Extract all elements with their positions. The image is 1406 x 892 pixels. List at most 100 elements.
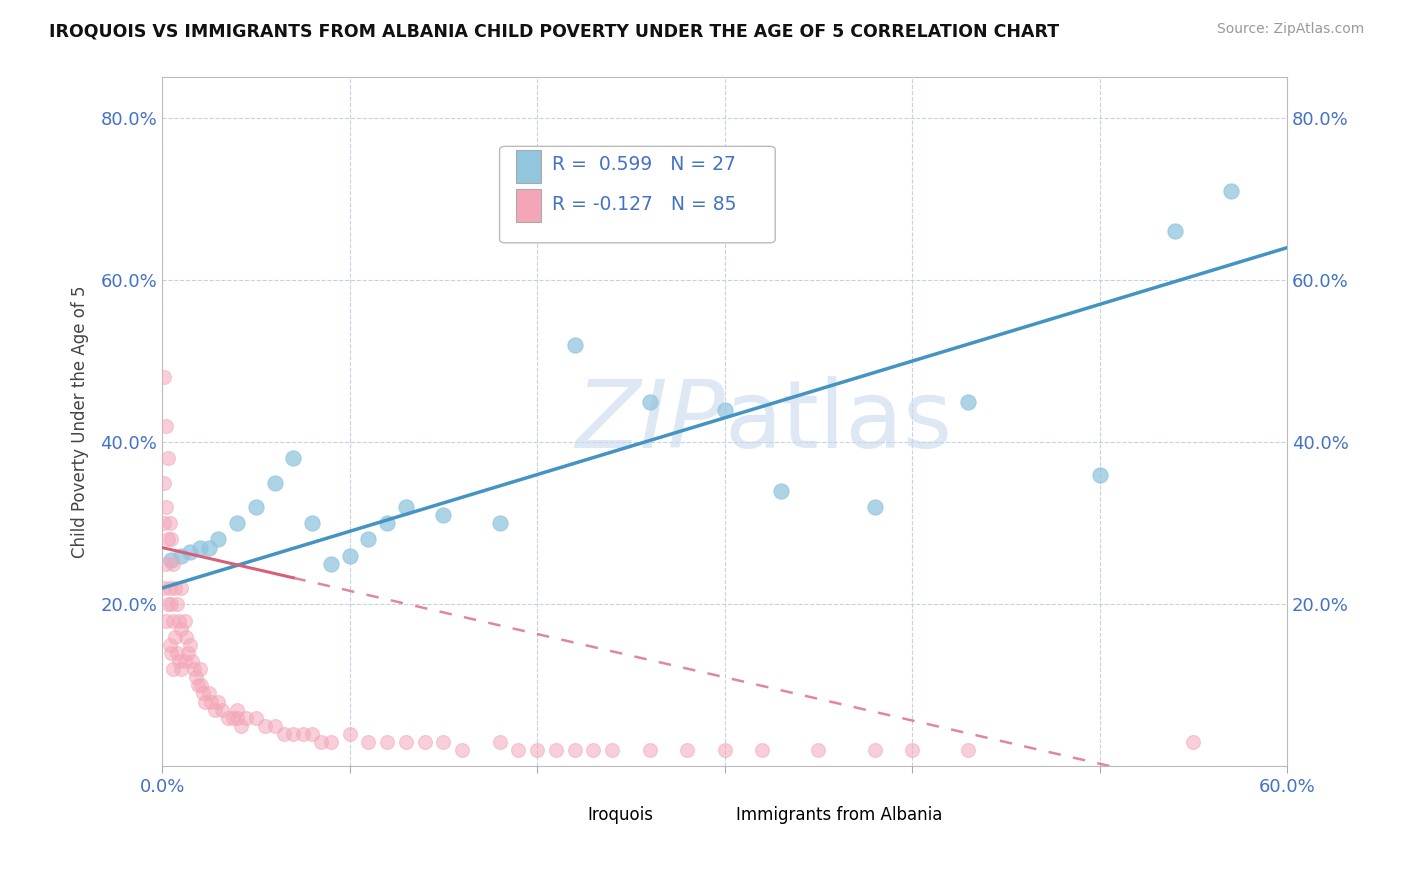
FancyBboxPatch shape <box>561 805 582 825</box>
Point <box>283 727 305 741</box>
Point <box>301 516 323 531</box>
Point <box>188 662 211 676</box>
Point <box>153 370 176 384</box>
Point <box>177 646 200 660</box>
Point <box>451 743 474 757</box>
Point <box>319 735 342 749</box>
Point <box>807 743 830 757</box>
FancyBboxPatch shape <box>516 150 541 183</box>
Point <box>375 735 398 749</box>
Point <box>181 654 204 668</box>
Point <box>263 719 285 733</box>
Point <box>273 727 295 741</box>
Point <box>751 743 773 757</box>
Point <box>311 735 333 749</box>
Point <box>162 662 184 676</box>
Point <box>582 743 605 757</box>
FancyBboxPatch shape <box>516 189 541 222</box>
Point <box>357 735 380 749</box>
Point <box>153 475 176 490</box>
Point <box>375 516 398 531</box>
Point <box>173 654 195 668</box>
Point <box>713 402 735 417</box>
Text: atlas: atlas <box>724 376 953 468</box>
Point <box>863 500 886 514</box>
Text: ZIP: ZIP <box>575 376 724 467</box>
Point <box>901 743 924 757</box>
Point <box>291 727 314 741</box>
Point <box>155 614 177 628</box>
Point <box>170 662 193 676</box>
Point <box>226 711 249 725</box>
Point <box>638 743 661 757</box>
Y-axis label: Child Poverty Under the Age of 5: Child Poverty Under the Age of 5 <box>72 285 89 558</box>
Point <box>160 533 183 547</box>
Point <box>600 743 623 757</box>
Point <box>193 686 215 700</box>
Point <box>204 703 226 717</box>
Point <box>173 614 195 628</box>
Point <box>155 500 177 514</box>
Point <box>395 735 418 749</box>
Point <box>245 711 267 725</box>
Point <box>183 662 205 676</box>
Point <box>1163 224 1185 238</box>
Point <box>156 597 179 611</box>
Point <box>153 516 176 531</box>
Point <box>159 516 181 531</box>
Point <box>638 394 661 409</box>
Point <box>488 735 510 749</box>
Point <box>1088 467 1111 482</box>
Point <box>207 694 229 708</box>
Text: R =  0.599   N = 27: R = 0.599 N = 27 <box>553 155 737 175</box>
Point <box>166 646 188 660</box>
Point <box>564 338 586 352</box>
Point <box>159 638 181 652</box>
Point <box>170 581 193 595</box>
Point <box>222 711 245 725</box>
Point <box>211 703 233 717</box>
Point <box>156 451 179 466</box>
Point <box>676 743 699 757</box>
Point <box>167 614 190 628</box>
Point <box>526 743 548 757</box>
Point <box>229 719 252 733</box>
FancyBboxPatch shape <box>711 805 731 825</box>
Point <box>226 516 249 531</box>
Point <box>167 654 190 668</box>
Point <box>488 516 510 531</box>
Point <box>283 451 305 466</box>
Point <box>235 711 257 725</box>
Point <box>166 597 188 611</box>
Point <box>165 581 187 595</box>
Point <box>162 557 184 571</box>
Point <box>1182 735 1205 749</box>
Point <box>713 743 735 757</box>
Point <box>1219 184 1241 198</box>
Point <box>170 549 193 563</box>
Point <box>357 533 380 547</box>
Point <box>200 694 222 708</box>
Point <box>198 541 221 555</box>
Point <box>188 541 211 555</box>
Text: Iroquois: Iroquois <box>588 805 654 823</box>
Point <box>179 638 201 652</box>
Point <box>160 597 183 611</box>
Point <box>254 719 277 733</box>
Point <box>226 703 249 717</box>
Point <box>339 727 361 741</box>
Point <box>263 475 285 490</box>
Point <box>863 743 886 757</box>
Point <box>187 678 209 692</box>
Point <box>395 500 418 514</box>
Point <box>184 670 207 684</box>
Point <box>217 711 239 725</box>
Point <box>432 735 454 749</box>
Point <box>207 533 229 547</box>
Point <box>194 694 217 708</box>
Point <box>508 743 530 757</box>
Point <box>957 394 980 409</box>
Point <box>159 581 181 595</box>
Point <box>155 419 177 434</box>
Point <box>190 678 212 692</box>
